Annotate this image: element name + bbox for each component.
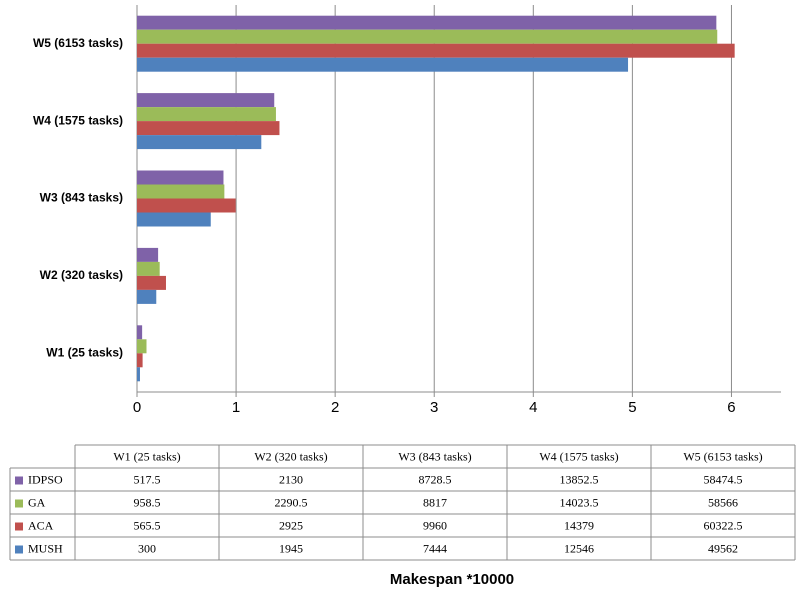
table-cell: 565.5 — [134, 518, 161, 532]
bar — [137, 367, 140, 382]
bar — [137, 93, 275, 108]
table-header: W2 (320 tasks) — [254, 449, 327, 463]
x-tick-label: 2 — [331, 399, 339, 416]
legend-label: IDPSO — [28, 472, 63, 486]
table-cell: 7444 — [423, 541, 447, 555]
bar — [137, 353, 143, 368]
table-cell: 958.5 — [134, 495, 161, 509]
x-tick-label: 3 — [430, 399, 438, 416]
table-cell: 60322.5 — [704, 518, 743, 532]
y-tick-label: W4 (1575 tasks) — [33, 113, 123, 127]
table-cell: 12546 — [564, 541, 594, 555]
table-cell: 1945 — [279, 541, 303, 555]
bar — [137, 43, 735, 58]
y-tick-label: W5 (6153 tasks) — [33, 36, 123, 50]
legend-label: GA — [28, 495, 46, 509]
table-header: W5 (6153 tasks) — [683, 449, 762, 463]
bar — [137, 289, 157, 304]
y-tick-label: W1 (25 tasks) — [46, 345, 123, 359]
legend-swatch — [15, 545, 23, 554]
table-header: W4 (1575 tasks) — [539, 449, 618, 463]
table-cell: 2290.5 — [275, 495, 308, 509]
table-cell: 49562 — [708, 541, 738, 555]
table-cell: 58566 — [708, 495, 738, 509]
table-cell: 8817 — [423, 495, 447, 509]
legend-swatch — [15, 476, 23, 485]
x-tick-label: 0 — [133, 399, 141, 416]
bar — [137, 170, 224, 185]
table-cell: 14023.5 — [560, 495, 599, 509]
bar — [137, 261, 160, 276]
table-cell: 8728.5 — [419, 472, 452, 486]
x-tick-label: 4 — [529, 399, 537, 416]
table-cell: 14379 — [564, 518, 594, 532]
bar — [137, 135, 262, 150]
bar — [137, 15, 717, 30]
y-tick-label: W2 (320 tasks) — [40, 268, 123, 282]
bar — [137, 247, 159, 262]
table-cell: 300 — [138, 541, 156, 555]
x-tick-label: 6 — [727, 399, 735, 416]
table-cell: 9960 — [423, 518, 447, 532]
legend-swatch — [15, 499, 23, 508]
bar — [137, 325, 143, 340]
x-tick-label: 5 — [628, 399, 636, 416]
bar — [137, 121, 280, 136]
table-cell: 13852.5 — [560, 472, 599, 486]
bar — [137, 57, 629, 72]
bar — [137, 29, 718, 44]
bar — [137, 198, 236, 213]
table-cell: 2130 — [279, 472, 303, 486]
axis-title: Makespan *10000 — [390, 571, 514, 588]
legend-swatch — [15, 522, 23, 531]
table-cell: 2925 — [279, 518, 303, 532]
table-header: W3 (843 tasks) — [398, 449, 471, 463]
bar — [137, 275, 166, 290]
table-header: W1 (25 tasks) — [113, 449, 180, 463]
bar — [137, 107, 276, 122]
legend-label: MUSH — [28, 541, 63, 555]
table-cell: 517.5 — [134, 472, 161, 486]
y-tick-label: W3 (843 tasks) — [40, 191, 123, 205]
x-tick-label: 1 — [232, 399, 240, 416]
table-cell: 58474.5 — [704, 472, 743, 486]
bar — [137, 212, 211, 227]
legend-label: ACA — [28, 518, 54, 532]
bar — [137, 339, 147, 354]
bar — [137, 184, 225, 199]
